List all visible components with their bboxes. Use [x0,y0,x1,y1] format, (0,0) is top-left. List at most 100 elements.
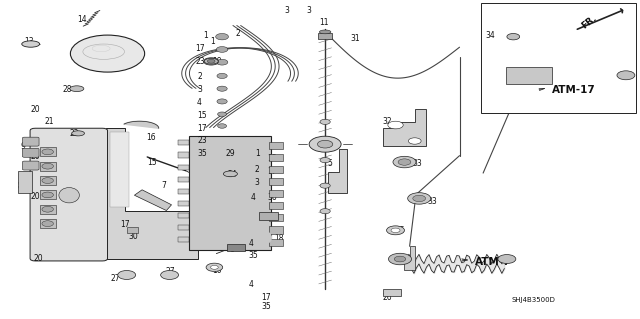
Text: 3: 3 [255,178,260,187]
Ellipse shape [70,86,84,92]
Text: 25: 25 [396,226,405,235]
Bar [269,239,283,246]
Circle shape [218,124,227,128]
Bar [40,162,56,171]
Bar [269,154,283,161]
Bar [178,177,189,182]
Text: 15: 15 [147,158,157,167]
Circle shape [388,121,403,129]
Text: 35: 35 [197,149,207,158]
Text: ATM-17: ATM-17 [552,85,595,95]
Text: 16: 16 [146,133,156,142]
Text: 15: 15 [268,154,277,163]
Polygon shape [328,149,347,193]
Text: 15: 15 [197,111,207,120]
Circle shape [320,209,330,214]
Bar [318,33,332,39]
Polygon shape [383,109,426,146]
Circle shape [42,192,54,198]
Bar [178,189,189,194]
Bar [481,3,636,113]
Circle shape [42,149,54,155]
Ellipse shape [319,30,331,34]
Ellipse shape [22,41,40,47]
Bar [227,244,245,251]
Text: 6: 6 [229,245,234,254]
Circle shape [217,99,227,104]
Text: 30: 30 [128,232,138,241]
Text: 24: 24 [227,170,237,179]
Text: 2: 2 [255,165,259,174]
Circle shape [387,226,404,235]
Circle shape [393,156,416,168]
Bar [259,212,278,220]
Text: 17: 17 [197,124,207,133]
Text: 12: 12 [127,53,136,62]
Bar [189,136,271,250]
Circle shape [320,119,330,124]
Bar [269,190,283,197]
Text: 3: 3 [285,6,290,15]
Text: 14: 14 [77,15,86,24]
Bar [40,176,56,185]
Circle shape [507,33,520,40]
FancyBboxPatch shape [22,137,39,146]
Bar [40,147,56,156]
Text: FR.: FR. [580,13,598,30]
Text: 13: 13 [24,37,34,46]
Text: 21: 21 [45,117,54,126]
Bar [40,205,56,214]
Text: 8: 8 [18,182,22,191]
Ellipse shape [72,131,84,136]
Circle shape [206,263,223,271]
Circle shape [217,73,227,78]
Text: 18: 18 [274,234,284,243]
Text: 1: 1 [210,37,214,46]
Bar [18,171,32,193]
Text: 23: 23 [197,137,207,145]
Text: 36: 36 [268,193,277,202]
Circle shape [309,136,341,152]
Text: 5: 5 [328,159,333,168]
Ellipse shape [204,59,218,65]
Ellipse shape [59,188,79,203]
Bar [178,225,189,230]
Circle shape [388,253,412,265]
Circle shape [398,159,411,165]
Text: 34: 34 [485,31,495,40]
Circle shape [207,59,215,63]
Circle shape [408,193,431,204]
Circle shape [617,71,635,80]
Text: 22: 22 [69,130,79,138]
Ellipse shape [204,58,218,64]
Text: 19: 19 [212,57,222,66]
Ellipse shape [204,58,218,63]
Circle shape [408,138,421,144]
Text: 17: 17 [195,44,205,53]
Bar [269,166,283,173]
Circle shape [70,35,145,72]
Circle shape [42,178,54,183]
Circle shape [498,255,516,263]
Text: 3: 3 [197,85,202,94]
Text: 17: 17 [261,293,271,302]
Text: 1: 1 [255,149,259,158]
Text: 33: 33 [413,159,422,168]
Circle shape [217,86,227,91]
Polygon shape [106,128,198,259]
Circle shape [42,221,54,226]
Text: 20: 20 [33,254,43,263]
Circle shape [161,271,179,279]
Bar [178,201,189,206]
Bar [40,190,56,199]
Circle shape [42,163,54,169]
Bar [506,67,552,84]
Text: 20: 20 [31,192,40,201]
Text: 27: 27 [110,274,120,283]
Polygon shape [404,246,415,270]
Text: 20: 20 [31,105,40,114]
Circle shape [413,195,426,202]
Bar [383,289,401,296]
Text: 3: 3 [306,6,311,15]
Text: 9: 9 [20,142,26,151]
